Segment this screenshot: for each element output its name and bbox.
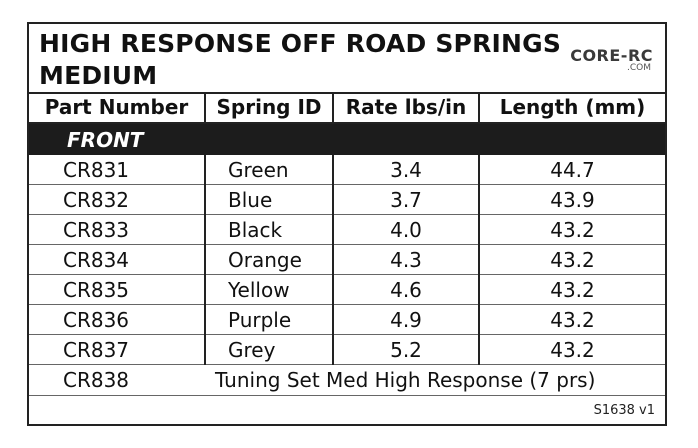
part-number-cell: CR832 — [29, 184, 205, 215]
footer-row: S1638 v1 — [29, 396, 665, 425]
rate-cell: 3.7 — [333, 184, 480, 215]
spring-chart-sheet: HIGH RESPONSE OFF ROAD SPRINGS MEDIUM CO… — [27, 22, 667, 426]
length-cell: 43.2 — [479, 304, 665, 335]
rate-cell: 3.4 — [333, 155, 480, 185]
part-number-cell: CR837 — [29, 334, 205, 365]
header-row: Part Number Spring ID Rate lbs/in Length… — [29, 92, 665, 124]
header-spring-id: Spring ID — [205, 92, 334, 124]
tuning-set-part-number: CR838 — [29, 364, 205, 396]
length-cell: 43.2 — [479, 214, 665, 245]
title-line-2: MEDIUM — [39, 61, 158, 90]
version-code: S1638 v1 — [593, 402, 655, 418]
rate-cell: 4.9 — [333, 304, 480, 335]
spring-spec-table: Part Number Spring ID Rate lbs/in Length… — [29, 92, 665, 424]
length-cell: 43.2 — [479, 334, 665, 365]
part-number-cell: CR836 — [29, 304, 205, 335]
header-rate: Rate lbs/in — [333, 92, 480, 124]
section-row-front: FRONT — [29, 123, 665, 155]
header-part-number: Part Number — [29, 92, 206, 124]
spring-id-cell: Purple — [204, 304, 334, 335]
rate-cell: 4.3 — [333, 244, 480, 275]
rate-cell: 4.6 — [333, 274, 480, 305]
section-label: FRONT — [29, 123, 665, 155]
rate-cell: 5.2 — [333, 334, 480, 365]
spring-id-cell: Black — [204, 214, 334, 245]
part-number-cell: CR833 — [29, 214, 205, 245]
spring-id-cell: Blue — [204, 184, 334, 215]
table-row: CR837 Grey 5.2 43.2 — [29, 334, 665, 365]
rate-cell: 4.0 — [333, 214, 480, 245]
spring-id-cell: Green — [204, 155, 334, 185]
tuning-set-row: CR838 Tuning Set Med High Response (7 pr… — [29, 364, 665, 396]
length-cell: 43.2 — [479, 244, 665, 275]
part-number-cell: CR835 — [29, 274, 205, 305]
length-cell: 43.2 — [479, 274, 665, 305]
length-cell: 44.7 — [479, 155, 665, 185]
length-cell: 43.9 — [479, 184, 665, 215]
part-number-cell: CR831 — [29, 155, 205, 185]
table-row: CR831 Green 3.4 44.7 — [29, 155, 665, 185]
logo-sub-text: .COM — [627, 63, 651, 73]
header-length: Length (mm) — [479, 92, 665, 124]
tuning-set-description: Tuning Set Med High Response (7 prs) — [205, 364, 665, 396]
spring-id-cell: Grey — [204, 334, 334, 365]
table-row: CR835 Yellow 4.6 43.2 — [29, 274, 665, 305]
table-row: CR834 Orange 4.3 43.2 — [29, 244, 665, 275]
table-row: CR836 Purple 4.9 43.2 — [29, 304, 665, 335]
table-row: CR832 Blue 3.7 43.9 — [29, 184, 665, 215]
part-number-cell: CR834 — [29, 244, 205, 275]
spring-id-cell: Orange — [204, 244, 334, 275]
table-row: CR833 Black 4.0 43.2 — [29, 214, 665, 245]
title-line-1: HIGH RESPONSE OFF ROAD SPRINGS — [39, 29, 562, 58]
spring-id-cell: Yellow — [204, 274, 334, 305]
title-block: HIGH RESPONSE OFF ROAD SPRINGS MEDIUM CO… — [29, 24, 665, 94]
logo-main-text: CORE-RC — [570, 46, 653, 65]
core-rc-logo: CORE-RC .COM — [561, 46, 657, 80]
